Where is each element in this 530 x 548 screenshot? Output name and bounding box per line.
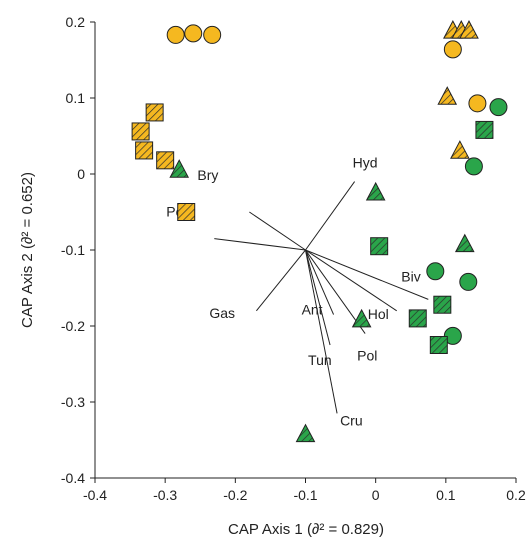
vector-ant-line <box>305 249 335 315</box>
y-tick-label: 0 <box>77 166 85 182</box>
green-circle-point <box>464 157 483 176</box>
yellow-square-hatched-point <box>145 103 164 122</box>
y-tick-label: -0.2 <box>61 318 85 334</box>
x-tick-label: 0.1 <box>436 487 456 503</box>
yellow-triangle-hatched-point <box>459 20 479 39</box>
yellow-circle-point <box>203 25 222 44</box>
x-tick-label: 0.2 <box>506 487 526 503</box>
y-tick-label: -0.1 <box>61 242 85 258</box>
y-tick-label: -0.4 <box>61 470 85 486</box>
vector-pol-line <box>305 249 366 334</box>
y-axis-title: CAP Axis 2 (∂² = 0.652) <box>19 172 36 328</box>
points-group <box>131 20 508 443</box>
green-square-hatched-point <box>433 295 452 314</box>
green-square-hatched-point <box>475 120 494 139</box>
vector-hyd-line <box>305 181 356 251</box>
x-axis-title: CAP Axis 1 (∂² = 0.829) <box>228 521 384 538</box>
yellow-triangle-hatched-point <box>437 86 458 105</box>
yellow-circle-point <box>443 40 462 59</box>
y-tick-label: -0.3 <box>61 394 85 410</box>
vector-tun-line <box>305 249 331 346</box>
yellow-triangle-hatched-point <box>450 140 470 159</box>
vector-biv-label: Biv <box>401 268 420 284</box>
green-circle-point <box>443 326 462 345</box>
green-triangle-hatched-point <box>351 308 372 328</box>
green-square-hatched-point <box>370 237 389 256</box>
vector-pol-label: Pol <box>357 348 377 364</box>
green-triangle-hatched-point <box>365 181 386 201</box>
vector-bry-line <box>249 211 306 251</box>
green-circle-point <box>459 272 478 291</box>
vector-hyd-label: Hyd <box>353 155 378 171</box>
vector-hol-label: Hol <box>368 306 389 322</box>
vector-hol-line <box>305 249 397 312</box>
yellow-square-hatched-point <box>131 122 150 141</box>
y-tick-label: 0.1 <box>66 90 86 106</box>
x-tick-label: 0 <box>372 487 380 503</box>
vector-cru-label: Cru <box>340 412 363 428</box>
yellow-square-hatched-point <box>156 151 175 170</box>
vector-gas-label: Gas <box>209 305 235 321</box>
green-circle-point <box>489 98 508 117</box>
x-tick-label: -0.4 <box>83 487 107 503</box>
yellow-circle-point <box>468 94 487 113</box>
vector-bry-label: Bry <box>197 167 218 183</box>
green-triangle-hatched-point <box>454 233 475 253</box>
green-square-hatched-point <box>408 309 427 328</box>
green-triangle-hatched-point <box>169 159 190 178</box>
x-tick-label: -0.1 <box>293 487 317 503</box>
yellow-circle-point <box>166 25 185 44</box>
green-triangle-hatched-point <box>295 423 316 443</box>
x-tick-label: -0.2 <box>223 487 247 503</box>
green-circle-point <box>426 262 445 281</box>
y-tick-label: 0.2 <box>66 14 86 30</box>
green-square-hatched-point <box>429 336 448 354</box>
yellow-square-hatched-point <box>135 141 154 160</box>
vector-biv-line <box>305 249 429 300</box>
vector-gas-line <box>255 249 306 312</box>
x-tick-label: -0.3 <box>153 487 177 503</box>
ticks-group: -0.4 -0.3 -0.2 -0.1 0 0.1 0.2 0.2 0.1 0 -0.1 -0.2 -0… <box>61 14 526 503</box>
yellow-square-hatched-point <box>177 203 196 221</box>
vector-por-line <box>214 238 306 251</box>
yellow-circle-point <box>184 24 203 43</box>
vector-cru-line <box>305 249 338 414</box>
